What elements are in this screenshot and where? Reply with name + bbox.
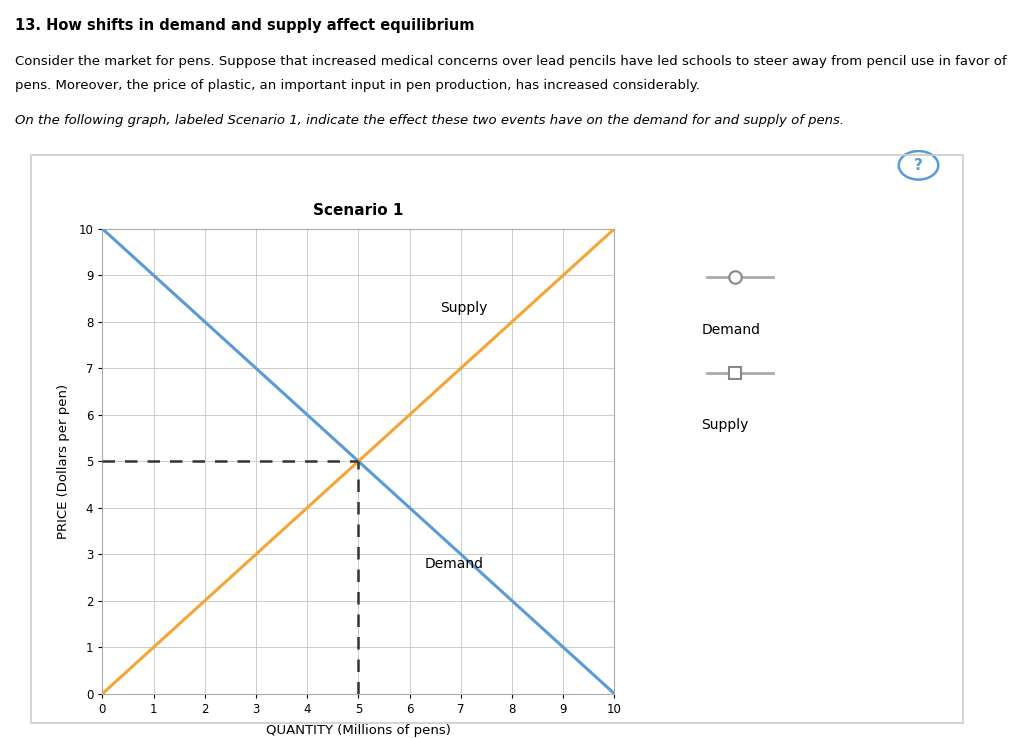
Text: Demand: Demand <box>425 557 484 571</box>
Title: Scenario 1: Scenario 1 <box>313 203 403 218</box>
Y-axis label: PRICE (Dollars per pen): PRICE (Dollars per pen) <box>57 384 71 539</box>
Text: Demand: Demand <box>701 323 761 337</box>
Text: ?: ? <box>914 159 923 173</box>
Text: On the following graph, labeled Scenario 1, indicate the effect these two events: On the following graph, labeled Scenario… <box>15 114 845 128</box>
Text: Supply: Supply <box>440 301 487 315</box>
Text: 13. How shifts in demand and supply affect equilibrium: 13. How shifts in demand and supply affe… <box>15 18 475 33</box>
Text: Supply: Supply <box>701 418 749 432</box>
Text: Consider the market for pens. Suppose that increased medical concerns over lead : Consider the market for pens. Suppose th… <box>15 55 1007 69</box>
Text: pens. Moreover, the price of plastic, an important input in pen production, has : pens. Moreover, the price of plastic, an… <box>15 79 700 92</box>
X-axis label: QUANTITY (Millions of pens): QUANTITY (Millions of pens) <box>266 724 451 737</box>
